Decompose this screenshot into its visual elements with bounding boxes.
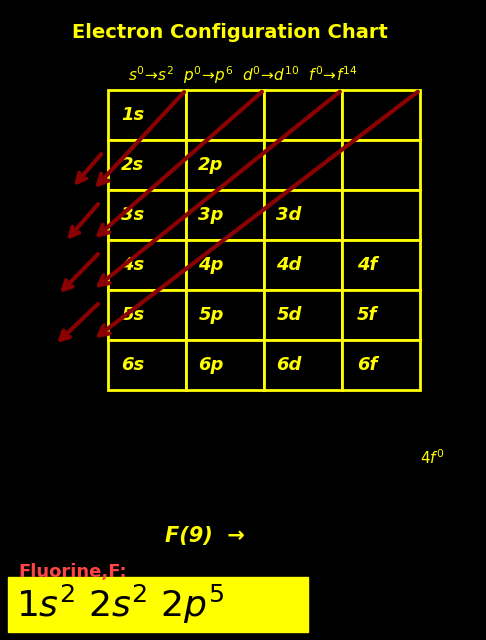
Bar — [186, 240, 264, 290]
Text: 5f: 5f — [357, 306, 377, 324]
Text: 5d: 5d — [276, 306, 302, 324]
Bar — [342, 340, 420, 390]
Text: 1s: 1s — [122, 106, 145, 124]
Bar — [264, 290, 342, 340]
Bar — [342, 140, 420, 190]
Text: 6p: 6p — [198, 356, 224, 374]
Bar — [264, 190, 342, 240]
Text: 2s: 2s — [122, 156, 145, 174]
Bar — [8, 577, 308, 632]
Bar — [186, 190, 264, 240]
Text: $4f^0$: $4f^0$ — [420, 449, 444, 467]
Bar — [108, 190, 186, 240]
Text: 4f: 4f — [357, 256, 377, 274]
Text: 6f: 6f — [357, 356, 377, 374]
Bar — [108, 240, 186, 290]
Bar — [264, 140, 342, 190]
Bar — [186, 90, 264, 140]
Bar — [342, 290, 420, 340]
Bar — [264, 240, 342, 290]
Bar — [186, 290, 264, 340]
Bar — [108, 340, 186, 390]
Text: 6d: 6d — [276, 356, 302, 374]
Bar — [342, 190, 420, 240]
Text: F(9)  →: F(9) → — [165, 526, 245, 546]
Text: Electron Configuration Chart: Electron Configuration Chart — [72, 22, 388, 42]
Text: 3p: 3p — [198, 206, 224, 224]
Text: $s^0\!\rightarrow\!s^2$  $p^0\!\rightarrow\!p^6$  $d^0\!\rightarrow\!d^{10}$  $f: $s^0\!\rightarrow\!s^2$ $p^0\!\rightarro… — [128, 64, 358, 86]
Bar — [108, 90, 186, 140]
Bar — [108, 140, 186, 190]
Text: 3s: 3s — [122, 206, 145, 224]
Bar — [186, 340, 264, 390]
Text: Fluorine,F:: Fluorine,F: — [18, 563, 127, 581]
Text: 4d: 4d — [276, 256, 302, 274]
Text: 5s: 5s — [122, 306, 145, 324]
Text: 4s: 4s — [122, 256, 145, 274]
Text: 5p: 5p — [198, 306, 224, 324]
Bar — [264, 90, 342, 140]
Text: 2p: 2p — [198, 156, 224, 174]
Text: 6s: 6s — [122, 356, 145, 374]
Bar — [186, 140, 264, 190]
Bar — [342, 240, 420, 290]
Text: 4p: 4p — [198, 256, 224, 274]
Text: 3d: 3d — [276, 206, 302, 224]
Bar — [264, 340, 342, 390]
Text: $1s^2\ 2s^2\ 2p^5$: $1s^2\ 2s^2\ 2p^5$ — [16, 583, 224, 626]
Bar — [108, 290, 186, 340]
Bar — [342, 90, 420, 140]
